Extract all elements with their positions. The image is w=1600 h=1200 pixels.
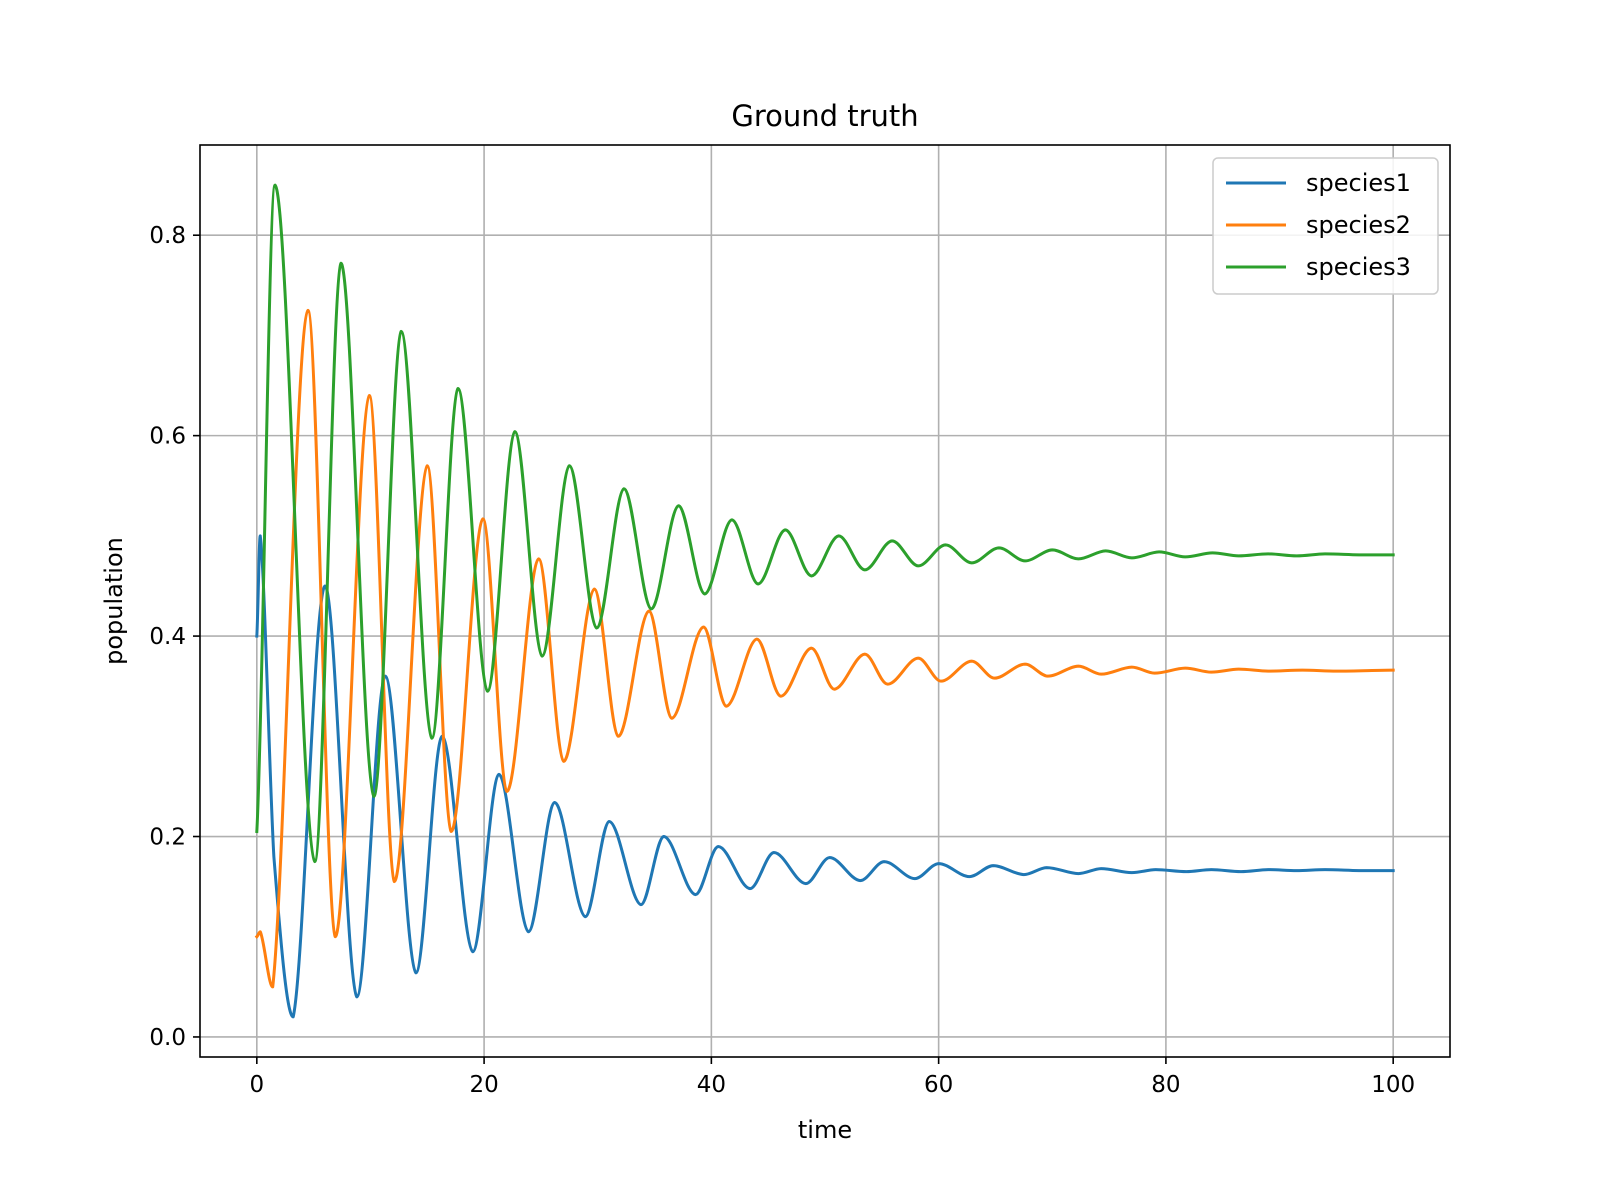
plot-area — [200, 145, 1450, 1057]
chart-title: Ground truth — [731, 99, 918, 133]
legend-label: species1 — [1306, 169, 1411, 197]
legend-label: species3 — [1306, 253, 1411, 281]
ticks: 0 20 40 60 80 100 0.0 0.2 0.4 0.6 0.8 — [149, 223, 1415, 1098]
plot-frame — [199, 144, 1451, 1058]
x-tick-label: 60 — [924, 1072, 953, 1098]
grid — [200, 145, 1450, 1057]
x-tick-label: 100 — [1371, 1072, 1415, 1098]
y-tick-label: 0.2 — [149, 825, 186, 851]
series-line-species3 — [255, 183, 1395, 864]
legend-label: species2 — [1306, 211, 1411, 239]
y-tick-label: 0.4 — [149, 624, 186, 650]
x-axis-label: time — [798, 1116, 852, 1144]
y-tick-label: 0.8 — [149, 223, 186, 249]
x-tick-label: 40 — [697, 1072, 726, 1098]
series-layer — [254, 183, 1395, 1019]
x-tick-label: 80 — [1151, 1072, 1180, 1098]
x-tick-label: 0 — [249, 1072, 264, 1098]
legend-frame — [1212, 157, 1439, 295]
x-tick-label: 20 — [469, 1072, 498, 1098]
series-line-species1 — [255, 534, 1395, 1019]
legend: species1 species2 species3 — [1212, 157, 1439, 295]
y-tick-label: 0.0 — [149, 1025, 186, 1051]
y-axis-label: population — [100, 537, 128, 665]
y-tick-label: 0.6 — [149, 424, 186, 450]
